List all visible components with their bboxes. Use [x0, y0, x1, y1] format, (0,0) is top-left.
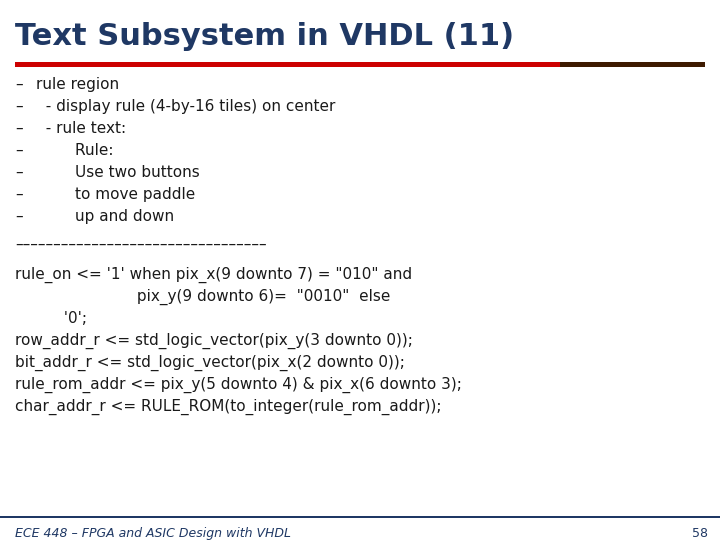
Text: - display rule (4-by-16 tiles) on center: - display rule (4-by-16 tiles) on center — [36, 99, 336, 114]
Text: rule_on <= '1' when pix_x(9 downto 7) = "010" and: rule_on <= '1' when pix_x(9 downto 7) = … — [15, 267, 412, 283]
Text: –: – — [15, 121, 22, 136]
Text: –: – — [15, 143, 22, 158]
Text: –––––––––––––––––––––––––––––––––: ––––––––––––––––––––––––––––––––– — [15, 237, 266, 252]
Text: '0';: '0'; — [15, 311, 87, 326]
Bar — [15, 62, 560, 67]
Text: –: – — [15, 77, 22, 92]
Text: rule_rom_addr <= pix_y(5 downto 4) & pix_x(6 downto 3);: rule_rom_addr <= pix_y(5 downto 4) & pix… — [15, 377, 462, 393]
Text: –: – — [15, 99, 22, 114]
Text: to move paddle: to move paddle — [36, 187, 195, 202]
Text: Rule:: Rule: — [36, 143, 114, 158]
Text: - rule text:: - rule text: — [36, 121, 126, 136]
Text: –: – — [15, 165, 22, 180]
Text: char_addr_r <= RULE_ROM(to_integer(rule_rom_addr));: char_addr_r <= RULE_ROM(to_integer(rule_… — [15, 399, 441, 415]
Bar — [560, 62, 705, 67]
Text: ECE 448 – FPGA and ASIC Design with VHDL: ECE 448 – FPGA and ASIC Design with VHDL — [15, 527, 291, 540]
Text: –: – — [15, 209, 22, 224]
Text: Use two buttons: Use two buttons — [36, 165, 199, 180]
Bar — [0, 516, 720, 518]
Text: Text Subsystem in VHDL (11): Text Subsystem in VHDL (11) — [15, 22, 514, 51]
Text: pix_y(9 downto 6)=  "0010"  else: pix_y(9 downto 6)= "0010" else — [15, 289, 390, 305]
Text: up and down: up and down — [36, 209, 174, 224]
Text: rule region: rule region — [36, 77, 119, 92]
Text: bit_addr_r <= std_logic_vector(pix_x(2 downto 0));: bit_addr_r <= std_logic_vector(pix_x(2 d… — [15, 355, 405, 371]
Text: –: – — [15, 187, 22, 202]
Text: row_addr_r <= std_logic_vector(pix_y(3 downto 0));: row_addr_r <= std_logic_vector(pix_y(3 d… — [15, 333, 413, 349]
Text: 58: 58 — [692, 527, 708, 540]
